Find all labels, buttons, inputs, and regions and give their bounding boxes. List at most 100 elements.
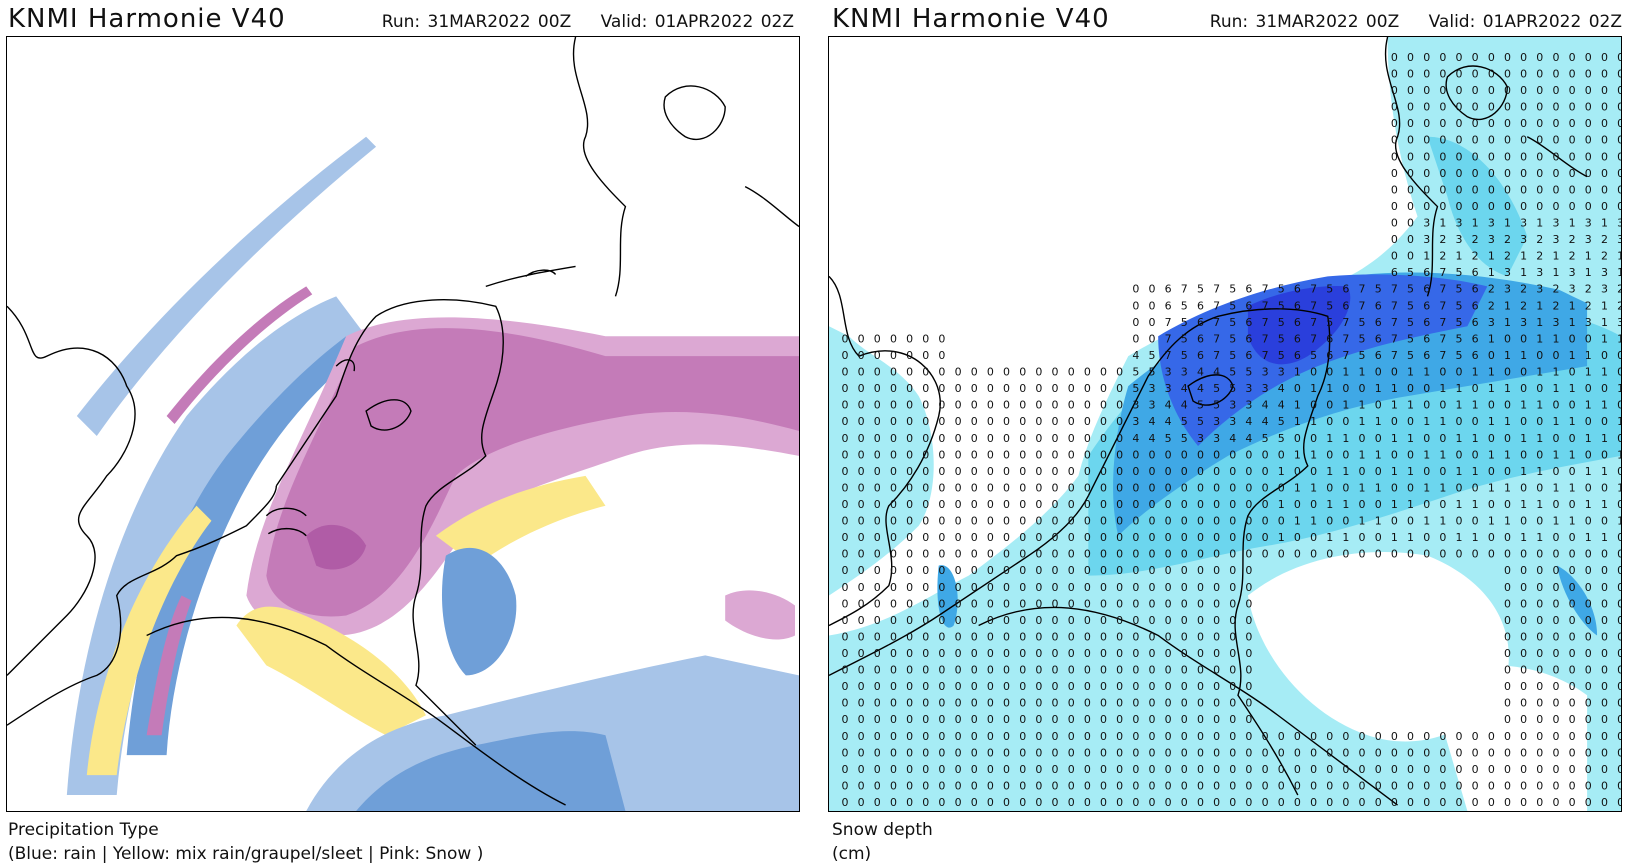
depth-digit: 5	[1407, 332, 1414, 345]
valid-time: Valid: 01APR2022 02Z	[600, 12, 794, 32]
depth-digit: 0	[1197, 713, 1204, 726]
depth-digit: 0	[922, 531, 929, 544]
depth-digit: 0	[1617, 597, 1621, 610]
depth-digit: 1	[1439, 415, 1446, 428]
depth-digit: 0	[890, 697, 897, 710]
depth-digit: 0	[841, 614, 848, 627]
depth-digit: 0	[1552, 630, 1559, 643]
depth-digit: 1	[1326, 432, 1333, 445]
depth-digit: 0	[1181, 680, 1188, 693]
depth-digit: 2	[1504, 250, 1511, 263]
depth-digit: 1	[1617, 332, 1621, 345]
depth-digit: 0	[1439, 67, 1446, 80]
depth-digit: 0	[971, 796, 978, 809]
depth-digit: 1	[1536, 217, 1543, 230]
depth-digit: 0	[1003, 498, 1010, 511]
depth-digit: 0	[938, 332, 945, 345]
depth-digit: 0	[1520, 664, 1527, 677]
depth-digit: 0	[1035, 697, 1042, 710]
depth-digit: 0	[1116, 515, 1123, 528]
depth-digit: 0	[1116, 746, 1123, 759]
depth-digit: 0	[938, 614, 945, 627]
depth-digit: 1	[1520, 250, 1527, 263]
depth-digit: 5	[1456, 299, 1463, 312]
depth-digit: 1	[1326, 531, 1333, 544]
depth-digit: 0	[1003, 730, 1010, 743]
depth-digit: 0	[1391, 481, 1398, 494]
depth-digit: 1	[1585, 366, 1592, 379]
depth-digit: 0	[1617, 713, 1621, 726]
depth-digit: 5	[1148, 349, 1155, 362]
depth-digit: 0	[906, 664, 913, 677]
depth-digit: 0	[906, 713, 913, 726]
depth-digit: 0	[1456, 730, 1463, 743]
depth-digit: 0	[1181, 647, 1188, 660]
depth-digit: 0	[1617, 349, 1621, 362]
depth-digit: 1	[1456, 399, 1463, 412]
depth-digit: 0	[1229, 680, 1236, 693]
depth-digit: 0	[1585, 382, 1592, 395]
depth-digit: 0	[1019, 581, 1026, 594]
depth-digit: 0	[1294, 465, 1301, 478]
depth-digit: 6	[1245, 283, 1252, 296]
depth-digit: 0	[1245, 630, 1252, 643]
depth-digit: 0	[1342, 382, 1349, 395]
depth-digit: 0	[1601, 680, 1608, 693]
depth-digit: 0	[1601, 101, 1608, 114]
depth-digit: 0	[1068, 664, 1075, 677]
depth-digit: 0	[1326, 779, 1333, 792]
depth-digit: 1	[1601, 299, 1608, 312]
depth-digit: 0	[1552, 51, 1559, 64]
depth-digit: 0	[1019, 597, 1026, 610]
model-title: KNMI Harmonie V40	[832, 4, 1110, 34]
depth-digit: 0	[906, 432, 913, 445]
depth-digit: 0	[1569, 432, 1576, 445]
depth-digit: 3	[1520, 316, 1527, 329]
depth-digit: 0	[1504, 167, 1511, 180]
depth-digit: 0	[841, 713, 848, 726]
depth-digit: 0	[1536, 713, 1543, 726]
depth-digit: 0	[1003, 763, 1010, 776]
depth-digit: 0	[1472, 84, 1479, 97]
depth-digit: 0	[1132, 548, 1139, 561]
depth-digit: 1	[1456, 465, 1463, 478]
depth-digit: 0	[1019, 796, 1026, 809]
depth-digit: 0	[890, 415, 897, 428]
depth-digit: 7	[1439, 332, 1446, 345]
depth-digit: 1	[1520, 465, 1527, 478]
depth-digit: 3	[1488, 233, 1495, 246]
depth-digit: 7	[1342, 332, 1349, 345]
depth-digit: 0	[1197, 796, 1204, 809]
depth-digit: 0	[971, 515, 978, 528]
depth-digit: 0	[1617, 200, 1621, 213]
depth-digit: 0	[1132, 713, 1139, 726]
depth-digit: 0	[922, 647, 929, 660]
precipitation-map-svg	[7, 37, 799, 811]
depth-digit: 0	[1520, 614, 1527, 627]
depth-digit: 0	[1035, 779, 1042, 792]
depth-digit: 0	[1585, 332, 1592, 345]
mix-area-east	[435, 475, 606, 566]
depth-digit: 0	[1245, 498, 1252, 511]
depth-digit: 5	[1181, 316, 1188, 329]
depth-digit: 0	[841, 349, 848, 362]
depth-digit: 0	[1439, 399, 1446, 412]
depth-digit: 0	[874, 415, 881, 428]
panel-header: KNMI Harmonie V40 Run: 31MAR2022 00Z Val…	[832, 4, 1622, 34]
depth-digit: 0	[858, 796, 865, 809]
depth-digit: 1	[1520, 531, 1527, 544]
depth-digit: 0	[906, 697, 913, 710]
depth-digit: 0	[1585, 796, 1592, 809]
depth-digit: 0	[1520, 779, 1527, 792]
depth-digit: 0	[858, 515, 865, 528]
depth-digit: 0	[1585, 415, 1592, 428]
depth-digit: 0	[1391, 167, 1398, 180]
depth-digit: 1	[1488, 332, 1495, 345]
panel-caption: Snow depth (cm)	[832, 818, 933, 866]
depth-digit: 0	[922, 746, 929, 759]
depth-digit: 0	[938, 548, 945, 561]
depth-digit: 6	[1472, 283, 1479, 296]
depth-digit: 1	[1375, 382, 1382, 395]
depth-digit: 0	[1407, 382, 1414, 395]
model-title: KNMI Harmonie V40	[8, 4, 286, 34]
